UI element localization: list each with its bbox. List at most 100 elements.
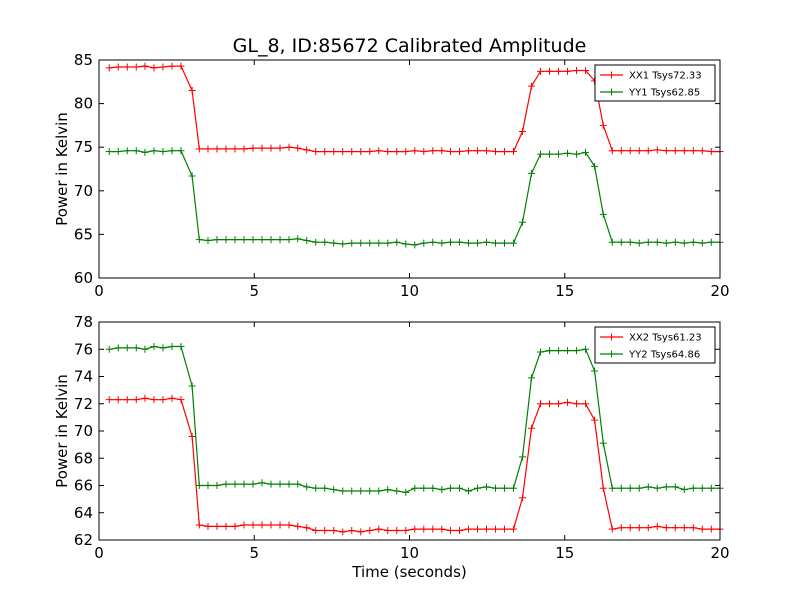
data-point [653,238,661,246]
data-point [519,128,527,136]
data-point [464,487,472,495]
data-point [141,148,149,156]
data-point [240,145,248,153]
data-point [132,147,140,155]
data-point [707,484,715,492]
x-tick-label: 15 [555,282,574,300]
data-point [366,148,374,156]
data-point [698,239,706,247]
data-point [231,145,239,153]
data-point [240,480,248,488]
data-point [384,526,392,534]
data-point [617,238,625,246]
data-point [168,394,176,402]
data-point [591,416,599,424]
data-point [267,480,275,488]
data-point [321,526,329,534]
data-point [267,521,275,529]
data-point [357,148,365,156]
data-point [537,150,545,158]
data-point [312,484,320,492]
data-point [240,236,248,244]
data-point [258,144,266,152]
chart-title: GL_8, ID:85672 Calibrated Amplitude [233,35,587,57]
data-point [446,148,454,156]
data-point [653,484,661,492]
data-point [617,484,625,492]
legend-marker [608,350,615,358]
data-point [573,400,581,408]
y-tick-label: 78 [74,313,93,331]
data-point [707,525,715,533]
data-point [635,239,643,247]
data-point [339,487,347,495]
data-point [617,524,625,532]
data-point [464,525,472,533]
data-point [321,484,329,492]
data-point [285,143,293,151]
data-point [591,162,599,170]
data-point [159,148,167,156]
data-point [438,239,446,247]
data-point [213,236,221,244]
x-tick-label: 5 [249,282,259,300]
data-point [222,145,230,153]
data-point [204,145,212,153]
data-point [168,343,176,351]
data-point [671,147,679,155]
data-point [599,210,607,218]
y-axis-label: Power in Kelvin [53,374,71,488]
data-point [150,343,158,351]
data-point [537,400,545,408]
data-point [402,240,410,248]
data-point [483,483,491,491]
data-point [455,238,463,246]
data-point [411,484,419,492]
data-point [455,148,463,156]
y-tick-label: 68 [74,449,93,467]
data-point [420,148,428,156]
data-point [546,400,554,408]
y-axis-label: Power in Kelvin [53,112,71,226]
x-tick-label: 10 [400,282,419,300]
data-point [294,144,302,152]
data-point [267,144,275,152]
data-point [644,483,652,491]
data-point [573,150,581,158]
data-point [608,238,616,246]
y-tick-label: 64 [74,504,93,522]
x-tick-label: 0 [94,544,104,562]
data-point [680,239,688,247]
data-point [573,66,581,74]
data-point [501,239,509,247]
data-point [429,525,437,533]
legend-box [594,326,716,364]
data-point [671,483,679,491]
data-point [680,147,688,155]
data-point [689,484,697,492]
data-point [564,398,572,406]
data-point [195,236,203,244]
data-point [159,344,167,352]
data-point [411,241,419,249]
data-point [519,494,527,502]
data-point [546,150,554,158]
data-point [330,486,338,494]
data-point [492,239,500,247]
subplot-2: 0 5 10 15 20 62 64 66 68 70 72 74 76 78 Power in Kelvi… [53,313,730,581]
data-point [357,487,365,495]
data-point [564,347,572,355]
data-point [698,525,706,533]
data-point [249,521,257,529]
data-point [402,488,410,496]
data-point [608,484,616,492]
data-point [375,487,383,495]
data-point [231,236,239,244]
data-point [689,147,697,155]
data-point [105,396,113,404]
data-point [582,66,590,74]
data-point [105,345,113,353]
data-point [420,525,428,533]
data-point [285,480,293,488]
